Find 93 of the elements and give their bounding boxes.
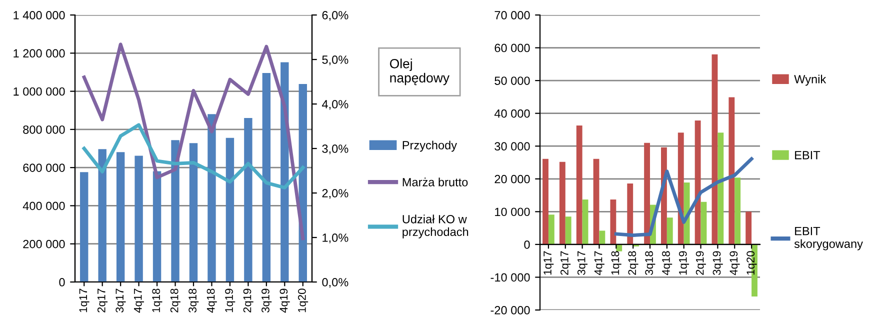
- legend-label: Udział KO w przychodach: [402, 214, 468, 238]
- y-tick-label: 30 000: [494, 142, 530, 151]
- bar: [189, 143, 198, 282]
- y-tick-label: 10 000: [495, 208, 530, 216]
- bar: [712, 54, 718, 244]
- x-tick-label: 1q17: [544, 251, 554, 275]
- bar: [734, 178, 741, 244]
- legend-label: Wynik: [794, 74, 826, 86]
- y-tick-label: -20 000: [490, 306, 530, 314]
- bar: [116, 152, 125, 282]
- x-tick-label: 2q18: [628, 251, 638, 275]
- bar: [226, 138, 234, 282]
- x-tick-label: 2q19: [243, 288, 254, 312]
- y-tick-label: 400 000: [22, 202, 65, 210]
- line-series: [614, 157, 754, 237]
- line-series: [82, 123, 305, 190]
- bar: [542, 158, 548, 244]
- bar: [80, 172, 88, 282]
- y-tick-label: -10 000: [490, 273, 530, 282]
- y-tick-label: 0: [524, 240, 530, 249]
- bar: [610, 200, 616, 244]
- legend-label: EBIT skorygowany: [794, 227, 863, 250]
- y-tick-label: 800 000: [23, 125, 65, 134]
- x-tick-label: 1q17: [79, 288, 90, 312]
- y-tick-label: 1 200 000: [14, 49, 65, 58]
- x-tick-label: 1q20: [298, 288, 308, 312]
- bar: [152, 171, 162, 282]
- y-tick-label: 600 000: [23, 164, 65, 172]
- bar: [134, 156, 143, 282]
- x-tick-label: 3q19: [712, 251, 723, 275]
- x-tick-label: 2q17: [97, 288, 108, 312]
- y2-tick-label: 0,0%: [322, 278, 348, 288]
- y-tick-label: 20 000: [494, 174, 530, 184]
- y-tick-label: 0: [59, 278, 65, 286]
- y2-tick-label: 3,0%: [322, 144, 348, 154]
- bar: [98, 149, 106, 282]
- bar: [694, 120, 701, 244]
- bar: [565, 216, 572, 244]
- bar: [576, 125, 582, 244]
- x-tick-label: 1q18: [152, 288, 162, 312]
- bar: [728, 97, 735, 244]
- bar: [582, 200, 588, 244]
- x-tick-label: 4q19: [730, 251, 740, 276]
- x-tick-label: 1q19: [678, 251, 690, 275]
- legend-title: Olej napędowy: [390, 58, 450, 86]
- x-tick-label: 3q17: [577, 251, 588, 275]
- y-tick-label: 1 000 000: [14, 87, 65, 96]
- x-tick-label: 4q18: [206, 288, 217, 313]
- x-tick-label: 1q20: [746, 251, 757, 275]
- bar: [718, 132, 724, 244]
- y2-tick-label: 2,0%: [322, 189, 348, 199]
- y-tick-label: 1 400 000: [14, 11, 65, 20]
- x-tick-label: 4q17: [594, 251, 604, 276]
- bar: [666, 218, 673, 244]
- x-tick-label: 3q18: [188, 288, 199, 313]
- y2-tick-label: 4,0%: [322, 100, 348, 110]
- bar: [559, 162, 566, 244]
- x-tick-label: 2q18: [170, 288, 180, 312]
- bar: [700, 202, 707, 244]
- x-tick-label: 1q19: [225, 288, 236, 312]
- x-tick-label: 4q17: [134, 288, 144, 313]
- bar: [644, 142, 650, 244]
- y2-tick-label: 6,0%: [322, 11, 348, 21]
- x-tick-label: 1q18: [611, 251, 622, 275]
- x-tick-label: 2q17: [560, 251, 571, 275]
- legend-label: Marża brutto: [402, 178, 468, 186]
- bar: [208, 114, 216, 282]
- y-tick-label: 40 000: [494, 109, 530, 118]
- legend-label: EBIT: [795, 151, 820, 160]
- x-tick-label: 3q18: [645, 251, 656, 275]
- bar: [244, 118, 252, 282]
- x-tick-label: 2q19: [696, 251, 706, 275]
- x-tick-label: 4q18: [662, 251, 672, 276]
- bar: [627, 183, 634, 244]
- bar: [616, 244, 622, 252]
- line-series: [82, 42, 305, 240]
- y2-tick-label: 5,0%: [322, 56, 348, 66]
- x-tick-label: 4q19: [280, 288, 290, 313]
- y-tick-label: 60 000: [494, 44, 530, 52]
- bar: [262, 72, 271, 282]
- x-tick-label: 3q19: [262, 288, 272, 313]
- y-tick-label: 70 000: [494, 11, 530, 20]
- bar: [548, 214, 554, 244]
- bar: [678, 132, 684, 244]
- bar: [593, 158, 600, 244]
- x-tick-label: 3q17: [116, 288, 126, 313]
- y2-tick-label: 1,0%: [322, 234, 348, 244]
- y-tick-label: 50 000: [494, 76, 530, 85]
- bar: [746, 212, 752, 244]
- y-tick-label: 200 000: [23, 240, 65, 248]
- bar: [171, 140, 180, 282]
- bar: [599, 230, 606, 244]
- legend-label: Przychody: [402, 140, 457, 152]
